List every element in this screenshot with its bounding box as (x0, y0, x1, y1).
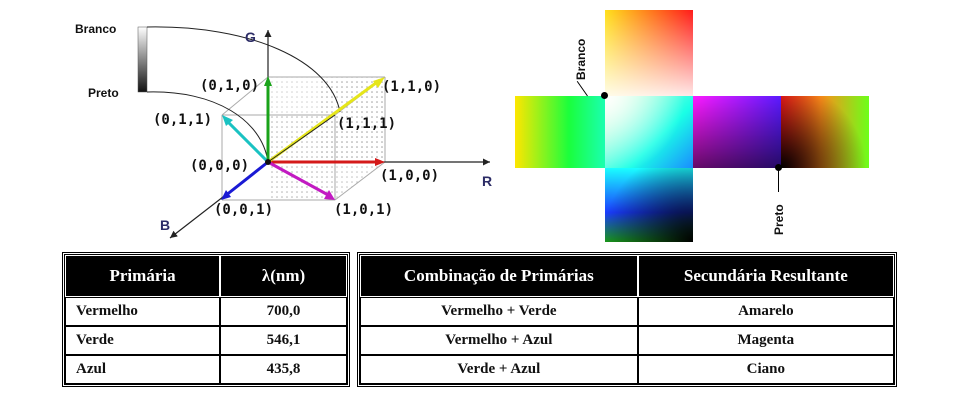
table-row: Azul 435,8 (65, 355, 347, 384)
preto-label: Preto (772, 204, 786, 235)
branco-label: Branco (574, 38, 588, 80)
yellow-arrowhead (373, 77, 385, 88)
cube-face-top (268, 77, 385, 115)
cyan-arrowhead (222, 115, 233, 126)
secondary-result: Amarelo (637, 297, 894, 326)
preto-point (775, 164, 782, 171)
r-axis-label: R (482, 173, 492, 189)
branco-point (601, 92, 608, 99)
table-row: Vermelho 700,0 (65, 297, 347, 326)
red-arrowhead (375, 158, 385, 166)
coord-yellow: (1,1,0) (382, 79, 441, 95)
header-primaria: Primária (65, 255, 221, 297)
gray-scale-top-label: Branco (75, 22, 116, 36)
coord-cyan: (0,1,1) (153, 112, 212, 128)
header-combinacao: Combinação de Primárias (360, 255, 638, 297)
secondary-result: Magenta (637, 326, 894, 355)
table-row: Verde 546,1 (65, 326, 347, 355)
unfolded-color-cube: Branco Preto (515, 10, 875, 250)
primary-wavelength: 435,8 (220, 355, 347, 384)
cube-face-bottom-unfolded (605, 168, 693, 242)
primary-wavelength: 700,0 (220, 297, 347, 326)
origin-point (265, 159, 271, 165)
cube-face-center-unfolded (605, 96, 693, 168)
preto-leader (778, 170, 779, 192)
table-row: Vermelho + Verde Amarelo (360, 297, 894, 326)
primary-name: Verde (65, 326, 221, 355)
coord-origin: (0,0,0) (190, 158, 249, 174)
gray-scale-bottom-label: Preto (88, 86, 119, 100)
white-diagonal (267, 114, 336, 163)
cube-face-side (335, 77, 385, 200)
primary-name: Vermelho (65, 297, 221, 326)
cube-face-front (268, 115, 335, 200)
cyan-vector (223, 117, 270, 164)
primaries-header-row: Primária λ(nm) (65, 255, 347, 297)
coord-magenta: (1,0,1) (334, 202, 393, 218)
arc-black-to-preto (146, 91, 269, 163)
cube-face-far-right-unfolded (781, 96, 869, 168)
arc-white-to-branco (146, 26, 341, 113)
blue-arrowhead (221, 190, 231, 200)
g-axis-label: G (245, 29, 256, 45)
header-secundaria: Secundária Resultante (637, 255, 894, 297)
b-axis-label: B (160, 217, 170, 233)
combinations-header-row: Combinação de Primárias Secundária Resul… (360, 255, 894, 297)
coord-red: (1,0,0) (380, 168, 439, 184)
blue-vector (224, 160, 269, 198)
combination: Vermelho + Azul (360, 326, 638, 355)
primaries-table: Primária λ(nm) Vermelho 700,0 Verde 546,… (62, 252, 350, 387)
primary-name: Azul (65, 355, 221, 384)
coord-green-top: (0,1,0) (200, 78, 259, 94)
combination: Vermelho + Verde (360, 297, 638, 326)
coord-blue: (0,0,1) (214, 202, 273, 218)
cube-face-top-unfolded (605, 10, 693, 96)
rgb-cube-diagram: Branco Preto (0, 0, 520, 250)
cube-face-right-unfolded (693, 96, 781, 168)
magenta-vector (267, 160, 331, 198)
gray-scale-bar (137, 26, 148, 93)
header-wavelength: λ(nm) (220, 255, 347, 297)
secondary-result: Ciano (637, 355, 894, 384)
primary-wavelength: 546,1 (220, 326, 347, 355)
branco-leader (576, 80, 588, 97)
table-row: Verde + Azul Ciano (360, 355, 894, 384)
combinations-table: Combinação de Primárias Secundária Resul… (357, 252, 897, 387)
green-arrowhead (264, 76, 272, 86)
cube-face-left-unfolded (515, 96, 605, 168)
table-row: Vermelho + Azul Magenta (360, 326, 894, 355)
coord-white: (1,1,1) (337, 116, 396, 132)
magenta-arrowhead (324, 190, 335, 200)
combination: Verde + Azul (360, 355, 638, 384)
